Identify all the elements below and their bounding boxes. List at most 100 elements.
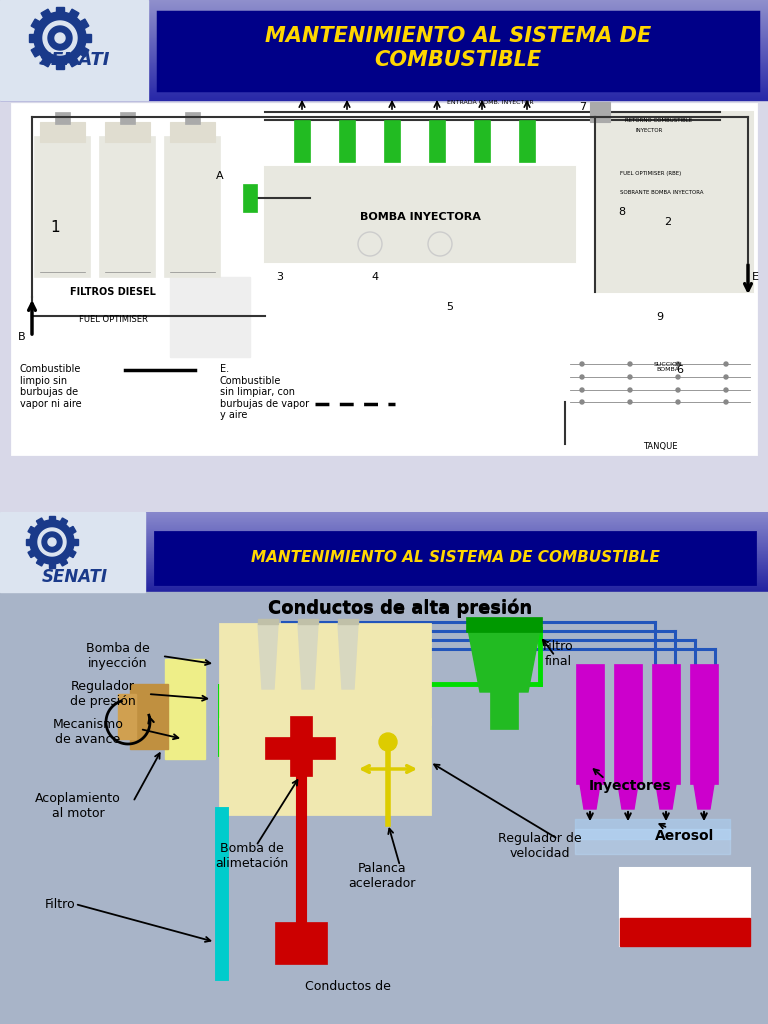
- Polygon shape: [66, 526, 76, 536]
- Polygon shape: [67, 9, 79, 22]
- Text: Filtro: Filtro: [45, 897, 75, 910]
- Circle shape: [628, 375, 632, 379]
- Circle shape: [580, 362, 584, 366]
- Polygon shape: [36, 556, 45, 566]
- Bar: [576, 664, 604, 784]
- Polygon shape: [76, 45, 89, 57]
- Circle shape: [676, 388, 680, 392]
- Bar: [130, 684, 168, 749]
- Polygon shape: [58, 518, 68, 528]
- Bar: [243, 184, 257, 212]
- Circle shape: [628, 362, 632, 366]
- Bar: [265, 737, 335, 759]
- Circle shape: [628, 400, 632, 404]
- Text: FUEL OPTIMISER (RBE): FUEL OPTIMISER (RBE): [620, 171, 681, 176]
- Bar: [220, 624, 430, 724]
- Text: COMBUSTIBLE: COMBUSTIBLE: [375, 50, 541, 70]
- Bar: [40, 122, 85, 142]
- Text: FILTROS DIESEL: FILTROS DIESEL: [70, 287, 156, 297]
- Text: 5: 5: [446, 302, 453, 312]
- Bar: [120, 112, 135, 124]
- Circle shape: [724, 400, 728, 404]
- Polygon shape: [694, 784, 714, 809]
- Bar: [0, 512, 145, 592]
- Bar: [614, 664, 642, 784]
- Polygon shape: [49, 560, 55, 568]
- Bar: [265, 167, 575, 262]
- Bar: [294, 120, 310, 162]
- Bar: [165, 137, 220, 278]
- Polygon shape: [298, 618, 318, 624]
- Bar: [18, 117, 253, 312]
- Polygon shape: [49, 516, 55, 524]
- Polygon shape: [30, 520, 74, 564]
- Circle shape: [580, 400, 584, 404]
- Text: Aerosol: Aerosol: [655, 829, 715, 843]
- Polygon shape: [48, 538, 56, 546]
- Text: SENATI: SENATI: [42, 568, 108, 586]
- Polygon shape: [38, 528, 66, 556]
- Bar: [118, 694, 136, 739]
- Text: Filtro
final: Filtro final: [543, 640, 574, 668]
- Text: A: A: [216, 171, 223, 181]
- Text: 1: 1: [50, 219, 60, 234]
- Polygon shape: [41, 54, 53, 67]
- Bar: [100, 137, 155, 278]
- Text: 3: 3: [276, 272, 283, 282]
- Text: Combustible
limpio sin
burbujas de
vapor ni aire: Combustible limpio sin burbujas de vapor…: [20, 364, 81, 409]
- Polygon shape: [67, 54, 79, 67]
- Text: Palanca
acelerador: Palanca acelerador: [349, 862, 415, 890]
- Bar: [158, 12, 758, 90]
- Polygon shape: [56, 7, 64, 17]
- Text: E: E: [752, 272, 759, 282]
- Bar: [339, 120, 355, 162]
- Text: ENTRADA COMB. INYECTOR: ENTRADA COMB. INYECTOR: [447, 99, 533, 104]
- Circle shape: [724, 375, 728, 379]
- Text: Inyectores: Inyectores: [589, 779, 671, 793]
- Bar: [0, 0, 148, 100]
- Circle shape: [724, 388, 728, 392]
- Circle shape: [580, 375, 584, 379]
- Bar: [220, 719, 430, 814]
- Polygon shape: [26, 539, 34, 545]
- Polygon shape: [34, 12, 86, 63]
- Bar: [466, 617, 542, 632]
- Text: SENATI: SENATI: [38, 51, 110, 69]
- Bar: [690, 664, 718, 784]
- Polygon shape: [43, 22, 77, 55]
- Bar: [384, 120, 400, 162]
- Polygon shape: [48, 26, 72, 50]
- Text: Conductos de alta presión: Conductos de alta presión: [268, 599, 532, 617]
- Polygon shape: [56, 59, 64, 69]
- Polygon shape: [58, 556, 68, 566]
- Text: SUCCION
BOMBA: SUCCION BOMBA: [654, 361, 683, 373]
- Polygon shape: [28, 549, 38, 558]
- Bar: [55, 112, 70, 124]
- Bar: [35, 137, 90, 278]
- Polygon shape: [618, 784, 638, 809]
- Text: 6: 6: [677, 365, 684, 375]
- Polygon shape: [31, 19, 44, 31]
- Bar: [290, 716, 312, 776]
- Bar: [105, 122, 150, 142]
- Bar: [595, 112, 753, 292]
- Text: Conductos de: Conductos de: [305, 980, 391, 992]
- Text: BOMBA INYECTORA: BOMBA INYECTORA: [359, 212, 481, 222]
- Bar: [0, 592, 768, 1024]
- Text: 9: 9: [657, 312, 664, 322]
- Text: MANTENIMIENTO AL SISTEMA DE COMBUSTIBLE: MANTENIMIENTO AL SISTEMA DE COMBUSTIBLE: [250, 550, 660, 564]
- Polygon shape: [338, 624, 358, 689]
- Bar: [185, 112, 200, 124]
- Text: Acoplamiento
al motor: Acoplamiento al motor: [35, 792, 121, 820]
- Bar: [155, 532, 755, 584]
- Bar: [620, 918, 750, 946]
- Polygon shape: [70, 539, 78, 545]
- Text: 8: 8: [618, 207, 626, 217]
- Bar: [429, 120, 445, 162]
- Polygon shape: [76, 19, 89, 31]
- Polygon shape: [258, 618, 278, 624]
- Polygon shape: [258, 624, 278, 689]
- Text: Regulador
de presión: Regulador de presión: [70, 680, 136, 708]
- Text: E.
Combustible
sin limpiar, con
burbujas de vapor
y aire: E. Combustible sin limpiar, con burbujas…: [220, 364, 310, 421]
- Polygon shape: [31, 45, 44, 57]
